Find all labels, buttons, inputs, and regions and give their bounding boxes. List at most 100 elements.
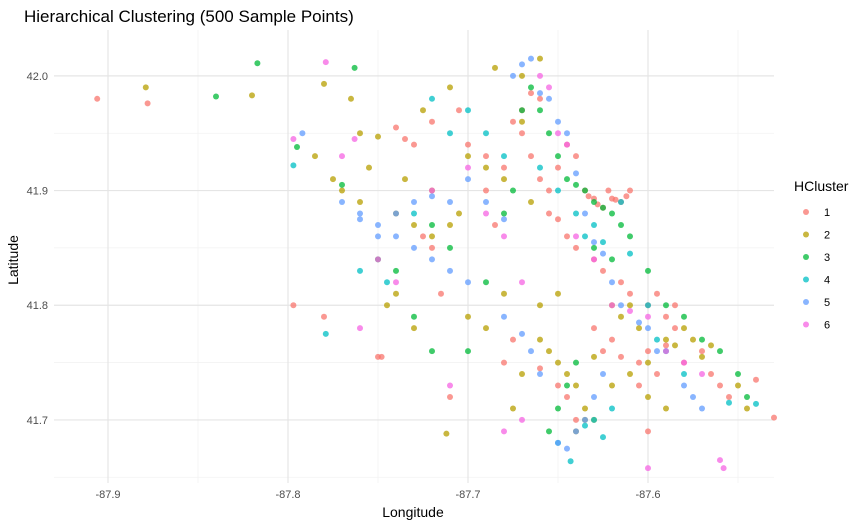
cluster-5-point: [555, 439, 561, 446]
cluster-1-point: [663, 313, 669, 320]
cluster-1-point: [654, 371, 660, 378]
cluster-6-point: [546, 84, 552, 91]
cluster-4-point: [357, 267, 363, 274]
cluster-2-point: [537, 55, 543, 62]
cluster-4-point: [322, 330, 329, 337]
cluster-2-point: [465, 313, 471, 320]
cluster-2-point: [537, 336, 543, 343]
cluster-3-point: [681, 313, 687, 320]
cluster-1-point: [654, 290, 660, 297]
y-tick-label: 41.8: [27, 300, 48, 312]
cluster-1-point: [573, 416, 579, 423]
cluster-5-point: [600, 250, 606, 257]
cluster-3-point: [591, 199, 597, 206]
cluster-2-point: [456, 210, 462, 217]
cluster-1-point: [726, 393, 732, 400]
cluster-3-point: [735, 371, 741, 378]
cluster-5-point: [411, 244, 417, 251]
cluster-5-point: [447, 199, 453, 206]
x-tick-label: -87.7: [455, 489, 480, 501]
cluster-3-point: [573, 359, 579, 366]
cluster-1-point: [447, 393, 453, 400]
cluster-6-point: [357, 325, 363, 332]
cluster-6-point: [663, 348, 669, 355]
cluster-5-point: [465, 176, 471, 183]
cluster-2-point: [627, 371, 633, 378]
cluster-3-point: [591, 244, 597, 251]
cluster-1-point: [771, 414, 777, 421]
cluster-1-point: [612, 196, 619, 203]
cluster-2-point: [636, 325, 642, 332]
cluster-1-point: [420, 233, 426, 240]
cluster-5-point: [654, 348, 660, 355]
y-tick-label: 41.9: [27, 186, 48, 198]
cluster-1-point: [573, 244, 579, 251]
legend: HCluster 1 2 3 4 5 6: [794, 178, 849, 332]
cluster-2-point: [645, 359, 651, 366]
cluster-6-point: [447, 382, 453, 389]
cluster-2-point: [735, 382, 741, 389]
cluster-3-point: [528, 84, 534, 91]
cluster-6-point: [351, 135, 358, 142]
cluster-5-point: [564, 445, 570, 452]
legend-label-6: 6: [824, 320, 830, 332]
cluster-2-point: [591, 353, 597, 360]
cluster-5-point: [591, 393, 597, 400]
cluster-5-point: [582, 210, 588, 217]
cluster-5-point: [375, 233, 381, 240]
cluster-6-point: [322, 59, 329, 66]
cluster-3-point: [294, 143, 300, 150]
legend-label-4: 4: [824, 275, 830, 287]
cluster-2-point: [501, 290, 507, 297]
cluster-6-point: [645, 465, 651, 472]
cluster-4-point: [465, 107, 471, 114]
cluster-5-point: [339, 199, 345, 206]
cluster-3-point: [564, 382, 570, 389]
cluster-5-point: [573, 170, 579, 177]
y-axis-ticks: 41.7 41.8 41.9 42.0: [27, 71, 48, 427]
cluster-4-point: [290, 162, 297, 169]
cluster-1-point: [623, 193, 630, 200]
cluster-2-point: [627, 302, 633, 309]
cluster-1-point: [537, 95, 543, 102]
cluster-1-point: [378, 353, 385, 360]
y-tick-label: 41.7: [27, 415, 48, 427]
cluster-3-point: [447, 244, 453, 251]
cluster-2-point: [555, 359, 561, 366]
cluster-6-point: [429, 187, 435, 194]
cluster-1-point: [510, 336, 516, 343]
cluster-6-point: [591, 256, 597, 263]
cluster-3-point: [351, 64, 358, 71]
cluster-4-point: [555, 187, 561, 194]
cluster-1-point: [501, 359, 507, 366]
cluster-3-point: [663, 302, 669, 309]
cluster-1-point: [645, 348, 651, 355]
cluster-2-point: [699, 353, 705, 360]
cluster-2-point: [142, 84, 149, 91]
cluster-1-point: [465, 141, 471, 148]
cluster-2-point: [501, 176, 507, 183]
cluster-1-point: [600, 348, 606, 355]
cluster-6-point: [609, 302, 615, 309]
cluster-3-point: [699, 336, 705, 343]
cluster-2-point: [519, 371, 525, 378]
cluster-1-point: [645, 428, 651, 435]
cluster-5-point: [699, 405, 705, 412]
cluster-1-point: [483, 153, 489, 160]
cluster-3-point: [618, 221, 624, 228]
cluster-6-point: [720, 465, 727, 472]
cluster-3-point: [393, 267, 399, 274]
cluster-2-point: [447, 221, 453, 228]
x-axis-title: Longitude: [382, 504, 444, 520]
cluster-5-point: [483, 199, 489, 206]
cluster-1-point: [393, 124, 399, 131]
cluster-5-point: [564, 130, 570, 137]
cluster-1-point: [585, 193, 592, 200]
cluster-5-point: [501, 216, 507, 223]
cluster-3-point: [339, 181, 345, 188]
cluster-1-point: [753, 376, 759, 383]
cluster-1-point: [501, 164, 507, 171]
cluster-4-point: [573, 210, 579, 217]
cluster-6-point: [465, 164, 471, 171]
cluster-1-point: [483, 187, 489, 194]
